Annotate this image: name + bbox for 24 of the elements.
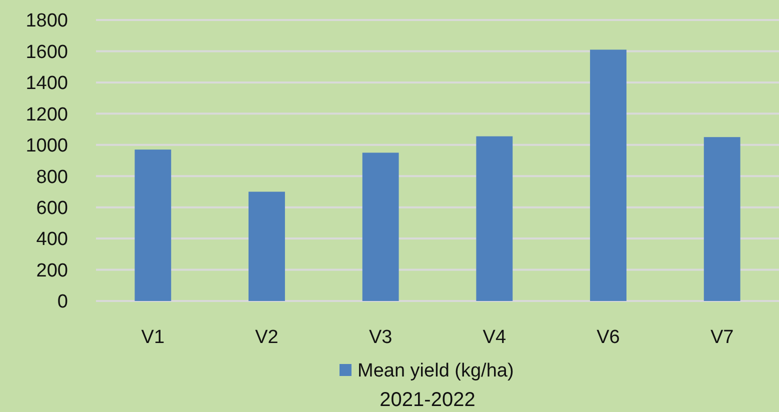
y-tick-label: 600 bbox=[36, 198, 68, 219]
y-tick-label: 400 bbox=[36, 229, 68, 250]
x-tick-label: V2 bbox=[255, 327, 278, 348]
y-tick-label: 1800 bbox=[26, 10, 68, 32]
bar bbox=[248, 192, 285, 301]
x-tick-label: V6 bbox=[596, 327, 620, 348]
x-axis-title: 2021-2022 bbox=[380, 389, 476, 411]
bar bbox=[590, 50, 626, 301]
x-tick-label: V7 bbox=[710, 327, 734, 348]
y-tick-label: 1200 bbox=[26, 104, 68, 126]
bar bbox=[134, 150, 172, 301]
x-tick-label: V3 bbox=[368, 327, 392, 348]
bar bbox=[476, 136, 513, 301]
bar bbox=[704, 137, 740, 301]
bar bbox=[362, 152, 399, 301]
x-tick-label: V1 bbox=[141, 327, 165, 348]
x-tick-label: V4 bbox=[482, 327, 506, 348]
y-tick-label: 1000 bbox=[26, 136, 68, 157]
y-tick-label: 800 bbox=[36, 166, 68, 188]
y-tick-label: 1600 bbox=[26, 42, 68, 63]
y-tick-label: 200 bbox=[36, 260, 68, 282]
y-tick-label: 1400 bbox=[26, 73, 68, 94]
legend-label: Mean yield (kg/ha) bbox=[358, 360, 514, 382]
y-tick-label: 0 bbox=[57, 292, 68, 313]
